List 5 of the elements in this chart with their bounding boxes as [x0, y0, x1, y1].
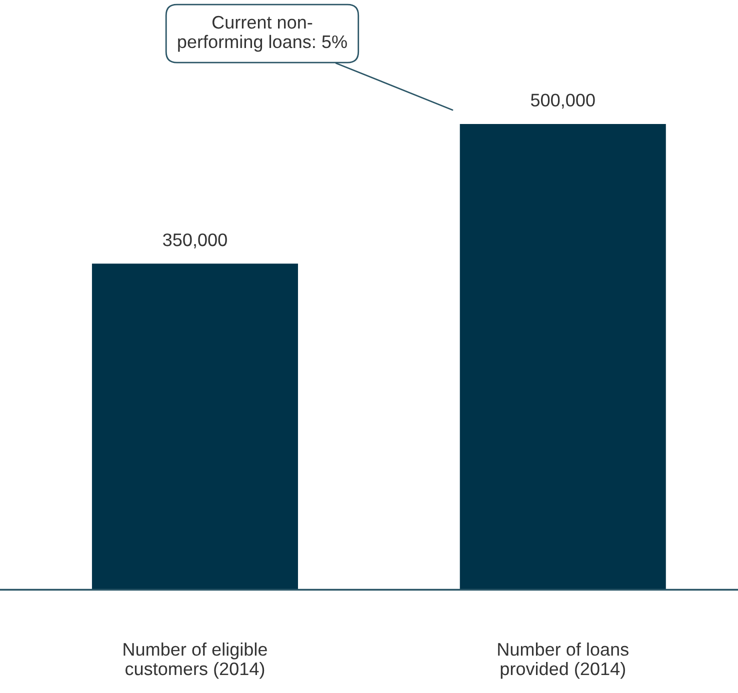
data-label: 350,000 [163, 233, 227, 248]
text: Current non- performing loans: 5% [178, 16, 347, 52]
x-tick-label: Number of loans provided (2014) [498, 642, 628, 679]
data-label: 500,000 [530, 94, 595, 109]
x-tick-label: Number of eligible customers (2014) [124, 642, 267, 679]
